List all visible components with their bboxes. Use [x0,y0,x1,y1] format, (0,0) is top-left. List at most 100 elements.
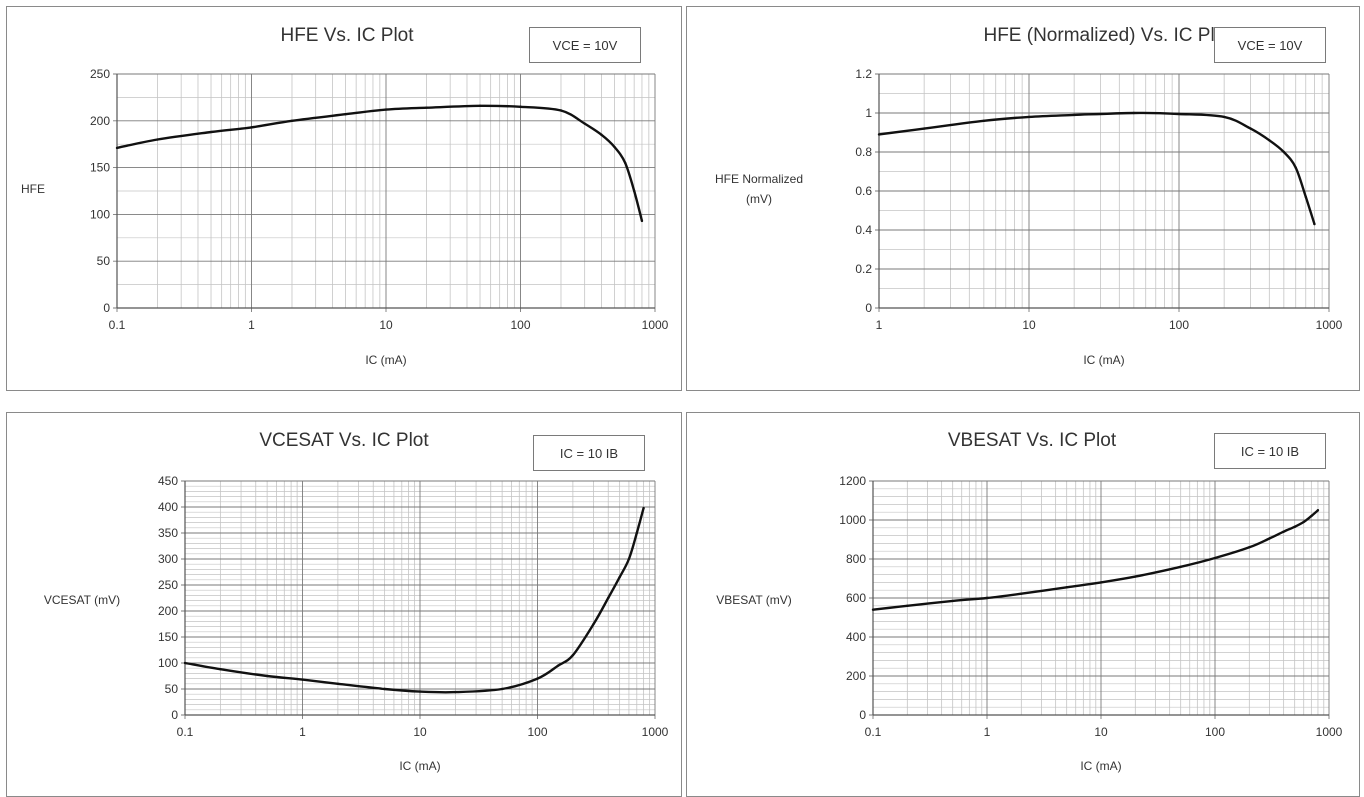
chart-svg: 0 0.2 0.4 0.6 0.8 1 1.2 1 10 100 1000 HFE (Normaliz… [715,25,1343,367]
data-point [556,664,560,667]
y-tick-label: 450 [158,474,178,488]
data-point [592,622,595,626]
data-point [478,104,482,108]
data-point [1294,166,1297,169]
data-point [1268,537,1271,540]
data-point [344,113,347,116]
data-point [1072,113,1076,117]
x-axis-title: IC (mA) [399,759,440,773]
data-point [571,654,575,657]
x-tick-label: 100 [1169,318,1189,332]
y-tick-label: 200 [90,114,110,128]
chart-title: VBESAT Vs. IC Plot [948,430,1117,451]
y-axis-title: VBESAT (mV) [716,593,792,607]
x-tick-label: 10 [379,318,393,332]
x-axis-title: IC (mA) [1083,353,1124,367]
y-tick-label: 0.8 [855,145,872,159]
x-tick-label: 1 [984,725,991,739]
data-point [1268,139,1271,142]
data-point [425,106,428,109]
data-point [1310,514,1313,518]
series-line [878,111,1316,225]
data-point [1248,546,1251,549]
data-point [607,596,610,600]
y-axis-title: VCESAT (mV) [44,593,120,607]
chart-svg: 0 50 100 150 200 250 0.1 1 10 100 1000 HFE Vs. IC P… [21,25,669,367]
data-point [250,126,253,129]
y-tick-label: 0 [865,301,872,315]
data-point [1027,115,1031,119]
data-point [265,674,269,678]
x-axis-title: IC (mA) [1080,759,1121,773]
data-point [613,145,616,149]
x-tick-label: 1 [876,318,883,332]
data-point [1313,222,1316,226]
data-point [1132,111,1136,115]
data-point [1213,556,1217,560]
x-tick-label: 0.1 [177,725,194,739]
data-point [115,146,119,150]
condition-note: IC = 10 IB [533,435,645,471]
chart-svg: 0 50 100 150 200 250 300 350 400 450 0.1 1 10 100 1000… [44,430,669,773]
data-point [1177,112,1181,116]
data-point [906,604,909,607]
data-point [383,687,386,691]
y-tick-label: 600 [846,591,866,605]
data-point [982,119,986,123]
data-point [1179,565,1182,568]
vcesat-vs-ic-panel: 0 50 100 150 200 250 300 350 400 450 0.1 1 10 100 1000… [6,412,682,797]
data-point [1020,592,1023,595]
x-tick-label: 1 [299,725,306,739]
data-point [219,668,222,671]
data-point [1222,115,1226,119]
data-point [635,531,638,535]
y-tick-label: 400 [158,500,178,514]
x-tick-label: 100 [1205,725,1225,739]
data-point [183,661,187,665]
chart-title: HFE Vs. IC Plot [280,25,414,46]
chart-title: HFE (Normalized) Vs. IC Plot [983,25,1231,46]
data-point [985,596,989,600]
data-point [301,678,304,681]
x-tick-label: 1000 [642,318,669,332]
data-point [632,189,636,193]
data-point [384,108,388,111]
x-tick-label: 0.1 [109,318,126,332]
condition-note: VCE = 10V [529,27,641,63]
y-tick-label: 0 [103,301,110,315]
data-point [1282,150,1286,154]
data-point [1302,520,1305,524]
data-point [1293,525,1296,529]
y-tick-label: 0 [859,708,866,722]
data-point [583,122,586,125]
y-tick-label: 250 [158,578,178,592]
data-point [1316,509,1320,512]
y-tick-label: 0.6 [855,184,872,198]
x-tick-label: 1 [248,318,255,332]
data-point [1065,586,1068,589]
series-line [184,507,645,694]
x-tick-label: 1000 [1316,318,1343,332]
data-point [500,687,504,691]
x-axis-title: IC (mA) [365,353,406,367]
data-point [922,127,926,130]
data-point [209,130,213,134]
data-point [640,219,644,223]
y-tick-label: 1000 [839,513,866,527]
data-point [600,133,603,137]
y-tick-label: 0 [171,708,178,722]
data-point [418,690,422,693]
data-point [618,576,621,579]
x-tick-label: 10 [1094,725,1108,739]
y-tick-label: 50 [165,682,179,696]
hfe-vs-ic-panel: 0 50 100 150 200 250 0.1 1 10 100 1000 HFE Vs. IC P… [6,6,682,391]
y-tick-label: 250 [90,67,110,81]
y-tick-label: 350 [158,526,178,540]
data-point [156,138,159,141]
y-tick-label: 200 [846,669,866,683]
data-point [454,690,457,694]
data-point [642,506,645,510]
y-axis-title: (mV) [746,192,772,206]
data-point [1282,530,1285,533]
data-point [336,682,340,685]
